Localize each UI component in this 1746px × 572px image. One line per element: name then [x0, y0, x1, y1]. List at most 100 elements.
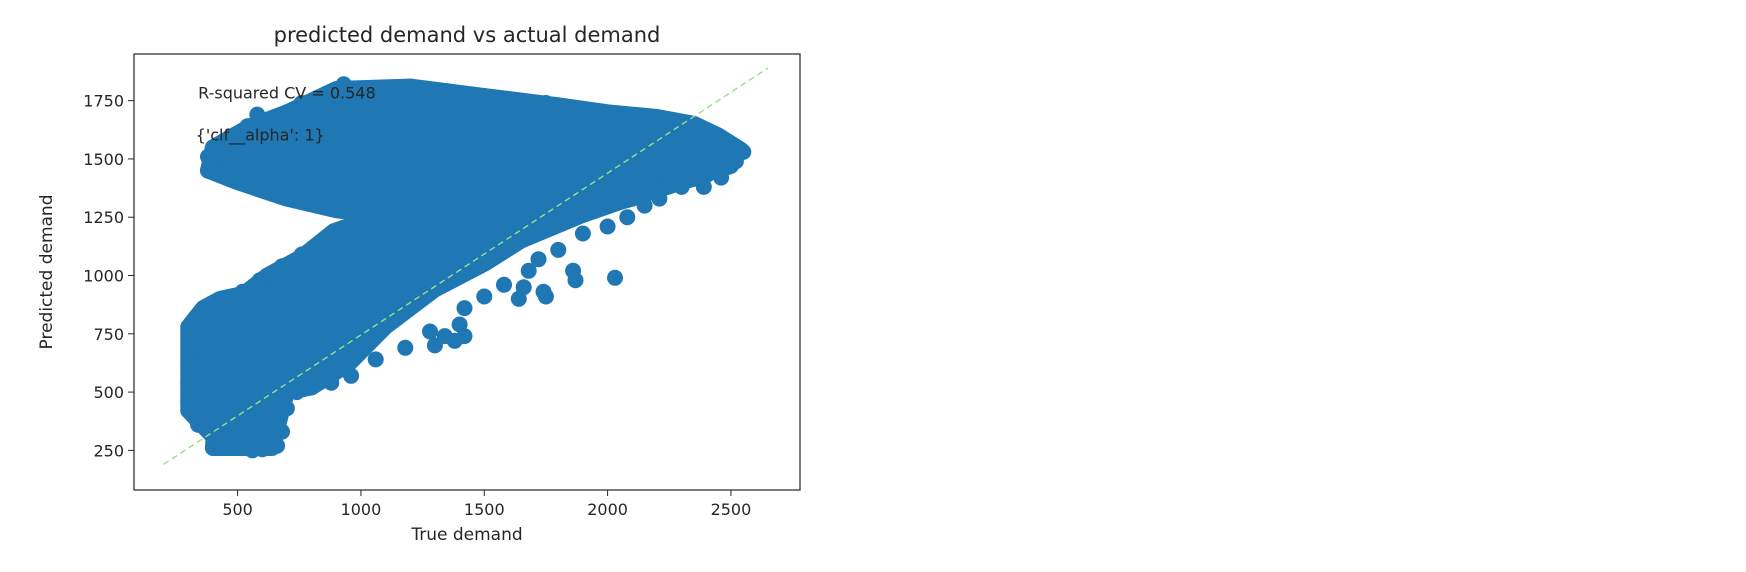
scatter-point	[229, 384, 246, 401]
y-tick-label: 1500	[83, 150, 124, 169]
scatter-point	[414, 160, 431, 177]
scatter-point	[343, 367, 360, 384]
scatter-point	[298, 290, 315, 307]
scatter-point	[681, 118, 697, 135]
scatter-point	[318, 237, 335, 254]
scatter-point	[278, 104, 295, 121]
scatter-point	[394, 239, 411, 256]
scatter-point	[451, 197, 468, 214]
scatter-point	[303, 379, 320, 396]
scatter-point	[636, 197, 653, 214]
scatter-point	[244, 143, 261, 160]
scatter-point	[599, 218, 616, 235]
scatter-point	[552, 115, 569, 132]
scatter-point	[530, 251, 547, 268]
scatter-point	[574, 225, 591, 242]
scatter-point	[352, 211, 369, 228]
scatter-point	[377, 178, 394, 195]
scatter-point	[397, 339, 414, 356]
scatter-point	[510, 92, 527, 109]
scatter-point	[180, 374, 197, 391]
x-axis-label: True demand	[410, 525, 522, 545]
scatter-point	[520, 262, 537, 279]
scatter-point	[190, 316, 207, 333]
scatter-point	[456, 300, 473, 317]
scatter-point	[698, 155, 715, 172]
scatter-point	[217, 402, 234, 419]
scatter-point	[446, 332, 463, 349]
scatter-point	[397, 139, 414, 156]
scatter-point	[537, 95, 554, 111]
scatter-point	[340, 295, 357, 312]
scatter-point	[224, 349, 241, 366]
scatter-point	[278, 332, 295, 349]
scatter-point	[476, 88, 493, 104]
scatter-point	[402, 78, 419, 95]
scatter-point	[190, 416, 207, 433]
scatter-point	[525, 157, 542, 174]
scatter-point	[274, 258, 290, 275]
scatter-point	[249, 106, 266, 123]
x-tick-label: 2000	[587, 500, 628, 519]
scatter-point	[510, 122, 527, 139]
scatter-point	[244, 442, 261, 459]
scatter-point	[567, 272, 584, 289]
scatter-point	[352, 146, 369, 163]
annotation-r-squared: R-squared CV = 0.548	[198, 83, 376, 102]
scatter-point	[365, 281, 382, 298]
scatter-point	[673, 148, 690, 165]
scatter-point	[293, 174, 310, 191]
scatter-point	[537, 288, 554, 305]
scatter-point	[219, 290, 236, 307]
reference-line	[163, 67, 769, 465]
scatter-point	[673, 178, 690, 195]
scatter-point	[182, 356, 199, 373]
plot-area-frame	[133, 53, 801, 491]
scatter-point	[476, 162, 493, 179]
scatter-point	[335, 76, 352, 93]
scatter-point	[328, 176, 345, 193]
scatter-point	[259, 164, 276, 181]
scatter-point	[658, 115, 675, 132]
scatter-point	[402, 290, 419, 307]
scatter-point	[308, 127, 325, 144]
y-tick-label: 250	[93, 441, 124, 460]
scatter-point	[274, 423, 290, 440]
scatter-point	[234, 283, 251, 300]
scatter-point	[599, 176, 616, 193]
scatter-point	[293, 246, 310, 263]
scatter-point	[288, 384, 305, 401]
scatter-point	[439, 83, 456, 100]
scatter-points-layer	[180, 76, 752, 459]
scatter-point	[372, 253, 389, 270]
scatter-point	[661, 134, 678, 151]
scatter-point	[426, 337, 443, 354]
annotation-params: {'clf__alpha': 1}	[196, 125, 325, 145]
scatter-point	[636, 111, 653, 128]
scatter-point	[372, 83, 389, 100]
scatter-point	[259, 309, 276, 326]
scatter-point	[224, 132, 241, 149]
scatter-point	[185, 337, 202, 354]
y-tick-label: 1750	[83, 92, 124, 111]
scatter-point	[412, 118, 429, 135]
x-tick-label: 1500	[464, 500, 505, 519]
x-tick-label: 500	[222, 500, 253, 519]
scatter-point	[352, 244, 369, 261]
scatter-point	[648, 164, 665, 181]
scatter-point	[651, 190, 668, 207]
scatter-point	[269, 437, 286, 454]
scatter-point	[318, 85, 335, 102]
scatter-point	[367, 351, 384, 368]
scatter-point	[607, 269, 623, 286]
y-tick-label: 1000	[83, 266, 124, 285]
scatter-point	[599, 106, 616, 123]
scatter-point	[488, 174, 505, 191]
x-tick-label: 2500	[711, 500, 752, 519]
scatter-point	[365, 192, 382, 209]
scatter-point	[515, 279, 532, 296]
scatter-point	[229, 440, 246, 456]
x-axis: 500 1000 1500 2000 2500	[222, 490, 751, 519]
y-tick-label: 750	[93, 325, 124, 344]
